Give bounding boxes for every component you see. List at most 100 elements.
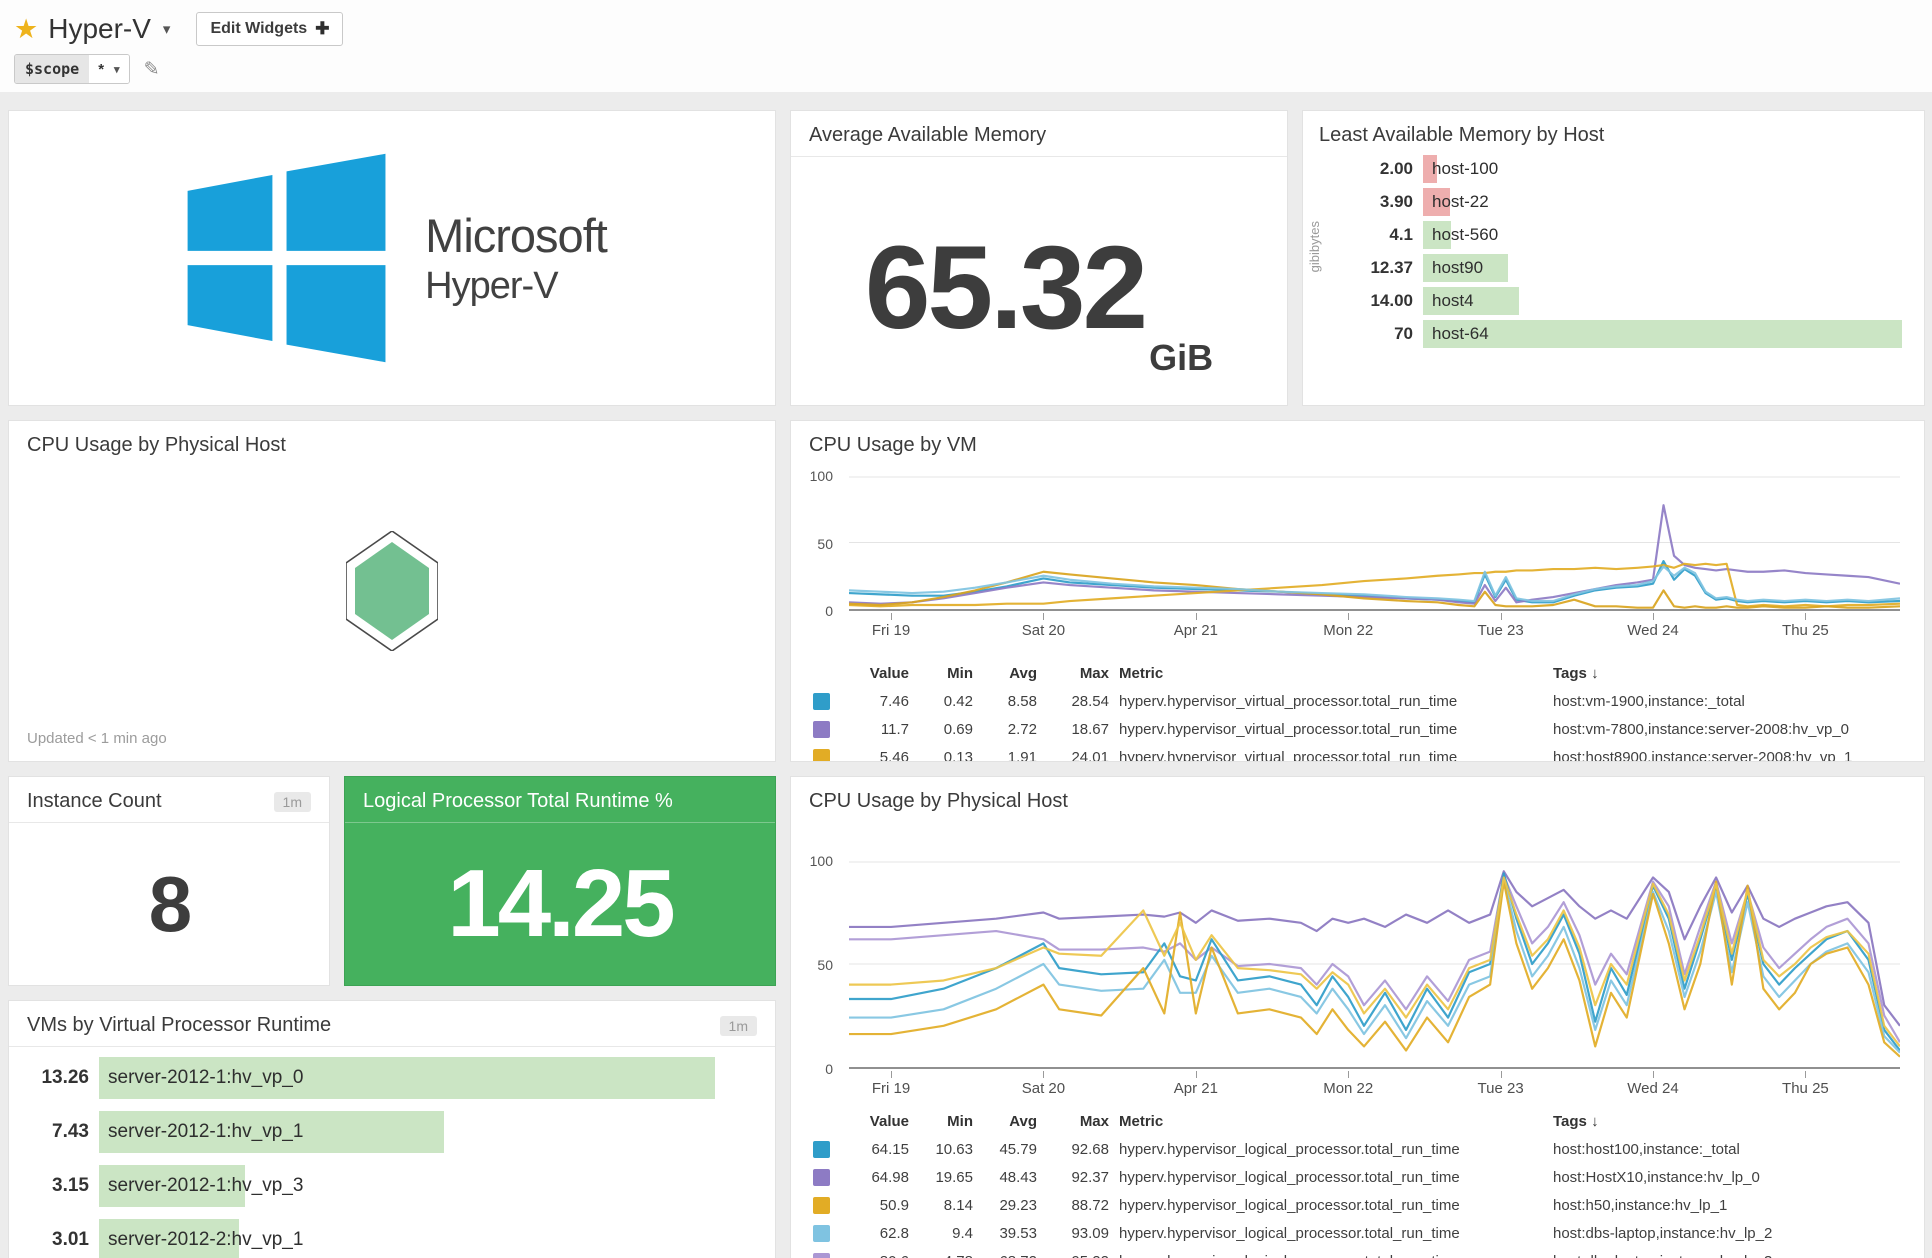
legend-row[interactable]: 80.6 4.78 68.72 95.22 hyperv.hypervisor_logi… [813,1247,1914,1258]
toplist-bar: host-100 [1423,155,1498,183]
widget-logical-processor-runtime: Logical Processor Total Runtime % 14.25 [344,776,776,986]
legend-metric-cell: hyperv.hypervisor_virtual_processor.tota… [1119,720,1458,738]
legend-row[interactable]: 64.98 19.65 48.43 92.37 hyperv.hypervisor_lo… [813,1163,1914,1191]
toplist-value: 3.01 [52,1229,89,1250]
legend-tags-cell: host:host100,instance:_total [1553,1140,1740,1158]
legend-tags-cell: host:dbs-laptop,instance:hv_lp_2 [1553,1224,1773,1242]
legend-header-cell: Metric [1119,664,1164,682]
toplist-label: host4 [1432,291,1474,310]
legend-table: Value Min Avg Max Metric Tags ↓ 7.46 0.42 8.58 28… [813,659,1914,762]
legend-value-cell: 50.9 [879,1196,909,1214]
legend-tags-cell: host:host8900,instance:server-2008:hv_vp… [1553,748,1853,762]
x-tick-mark [1805,1071,1807,1078]
toplist-value: 3.90 [1379,192,1413,211]
chevron-down-icon[interactable]: ▾ [162,21,171,38]
chart-line-host-series-6[interactable] [849,876,1900,1048]
chart-line-dbs-laptop-hv-lp-3[interactable] [849,874,1900,1043]
toplist-row: 3.15 server-2012-1:hv_vp_3 [9,1165,775,1207]
toplist-bar-track: server-2012-1:hv_vp_0 [99,1057,715,1099]
cpu-vm-line-chart[interactable] [849,476,1900,611]
toplist-label: host-64 [1432,324,1489,343]
chart-line-host8900-hv-vp-1[interactable] [849,562,1900,608]
cpu-host-line-chart[interactable] [849,861,1900,1069]
y-tick-label: 100 [809,468,833,484]
toplist-bar-track: server-2012-2:hv_vp_1 [99,1219,715,1258]
toplist-bar-track: server-2012-1:hv_vp_1 [99,1111,715,1153]
legend-max-cell: 18.67 [1071,720,1109,738]
template-variable-scope[interactable]: $scope * ▾ [14,54,130,84]
legend-header-row: Value Min Avg Max Metric Tags ↓ [813,659,1914,687]
edit-widgets-button[interactable]: Edit Widgets ✚ [196,12,344,46]
x-tick-label: Tue 23 [1477,622,1524,639]
y-tick-label: 0 [825,1061,833,1077]
legend-swatch-icon [813,1168,830,1186]
x-tick-label: Fri 19 [871,1080,911,1097]
chart-line-vm-series-5[interactable] [849,565,1900,603]
legend-metric-cell: hyperv.hypervisor_logical_processor.tota… [1119,1224,1460,1242]
toplist-label: host-560 [1432,225,1499,244]
x-tick-label: Apr 21 [1173,622,1218,639]
toplist-bar: server-2012-1:hv_vp_3 [99,1165,303,1207]
toplist-bar-track: host-100 [1423,155,1902,183]
legend-row[interactable]: 5.46 0.13 1.91 24.01 hyperv.hypervisor_virtu… [813,743,1914,762]
toplist-label: server-2012-2:hv_vp_1 [108,1229,304,1250]
toplist-value: 4.1 [1389,225,1413,244]
legend-swatch-icon [813,692,830,710]
legend-row[interactable]: 11.7 0.69 2.72 18.67 hyperv.hypervisor_virtu… [813,715,1914,743]
x-tick-mark [1043,613,1045,620]
x-tick-mark [1805,613,1807,620]
chart-line-hostx10-hv-lp-0[interactable] [849,872,1900,1052]
toplist-bar: host-560 [1423,221,1498,249]
legend-avg-cell: 45.79 [999,1140,1037,1158]
legend-min-cell: 19.65 [935,1168,973,1186]
legend-value-cell: 80.6 [847,1253,909,1258]
x-tick-label: Sat 20 [1021,622,1066,639]
widget-title: VMs by Virtual Processor Runtime 1m [9,1001,775,1047]
template-variable-value-dropdown[interactable]: * ▾ [89,55,129,83]
widget-instance-count: Instance Count 1m 8 [8,776,330,986]
widget-title: Least Available Memory by Host [1319,124,1605,146]
toplist-bar-track: host4 [1423,287,1902,315]
legend-max-cell: 28.54 [1071,692,1109,710]
chart-line-vm-series-4[interactable] [849,570,1900,609]
toplist-value: 7.43 [52,1121,89,1142]
legend-row[interactable]: 64.15 10.63 45.79 92.68 hyperv.hypervisor_lo… [813,1135,1914,1163]
x-tick-label: Sat 20 [1021,1080,1066,1097]
legend-row[interactable]: 62.8 9.4 39.53 93.09 hyperv.hypervisor_logic… [813,1219,1914,1247]
chart-line-h50-hv-lp-1[interactable] [849,880,1900,1058]
legend-row[interactable]: 50.9 8.14 29.23 88.72 hyperv.hypervisor_logi… [813,1191,1914,1219]
template-variable-value: * [98,60,105,78]
legend-min-cell: 10.63 [935,1140,973,1158]
toplist-row: 14.00 host4 [1303,287,1924,315]
plus-icon: ✚ [315,19,330,38]
favorite-star-icon[interactable]: ★ [14,13,39,44]
legend-metric-cell: hyperv.hypervisor_logical_processor.tota… [1119,1140,1460,1158]
legend-max-cell: 24.01 [1071,748,1109,762]
legend-header-cell: Tags ↓ [1553,1112,1599,1130]
host-hexagon-icon[interactable] [346,531,438,651]
toplist-bar: server-2012-1:hv_vp_1 [99,1111,445,1153]
logo-text-microsoft: Microsoft [425,209,608,262]
x-axis-labels: Fri 19 Sat 20 Apr 21 Mon 22 Tue 23 Wed 24 Thu … [849,1071,1900,1099]
legend-avg-cell: 29.23 [999,1196,1037,1214]
x-tick-label: Wed 24 [1627,1080,1679,1097]
toplist-bar-track: host-560 [1423,221,1902,249]
legend-header-cell: Metric [1119,1112,1164,1130]
chart-line-host100-total[interactable] [849,870,1900,1027]
x-tick-label: Apr 21 [1173,1080,1218,1097]
widget-title: Average Available Memory [791,111,1287,157]
legend-tags-cell: host:HostX10,instance:hv_lp_0 [1553,1168,1760,1186]
legend-row[interactable]: 7.46 0.42 8.58 28.54 hyperv.hypervisor_virtu… [813,687,1914,715]
chart-line-vm-7800-hv-vp-0[interactable] [849,504,1900,605]
chevron-down-icon: ▾ [114,63,120,76]
y-tick-label: 0 [825,603,833,619]
edit-pencil-icon[interactable]: ✎ [143,58,160,80]
y-tick-label: 50 [817,957,833,973]
y-axis-labels: 0 50 100 [791,468,843,619]
dashboard-header: ★ Hyper-V ▾ Edit Widgets ✚ $scope * ▾ ✎ [0,0,1932,92]
toplist-bar-track: host-22 [1423,188,1902,216]
toplist-bar: server-2012-2:hv_vp_1 [99,1219,303,1258]
toplist-row: 7.43 server-2012-1:hv_vp_1 [9,1111,775,1153]
legend-min-cell: 9.4 [952,1224,973,1242]
toplist-bar: server-2012-1:hv_vp_0 [99,1057,715,1099]
